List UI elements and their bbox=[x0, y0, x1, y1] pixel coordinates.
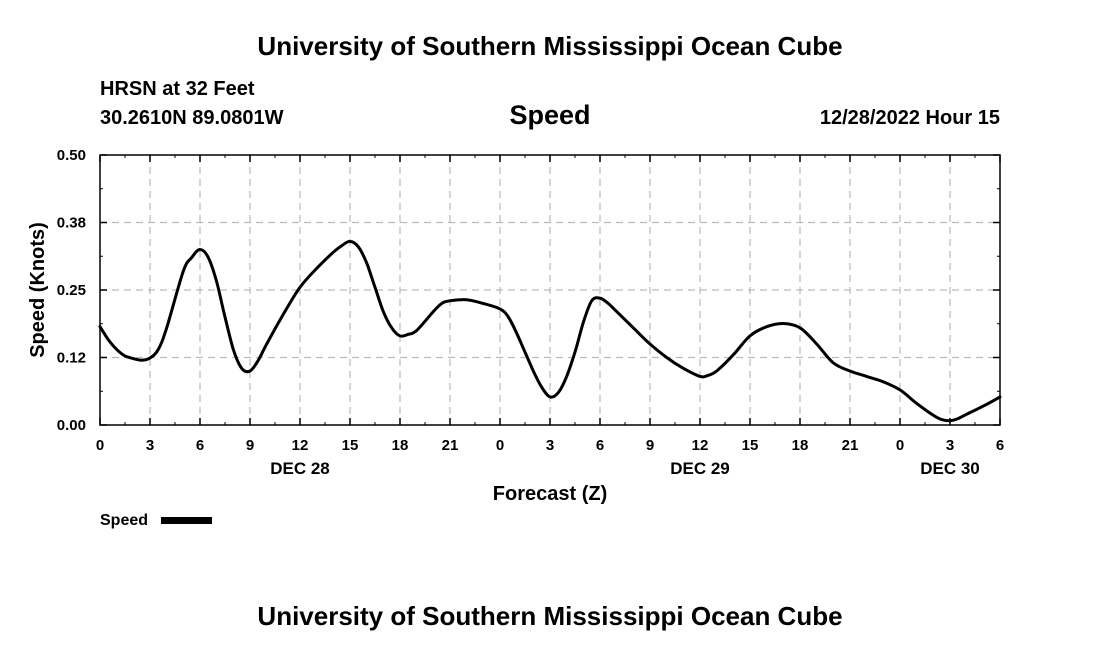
x-tick-label: 9 bbox=[646, 437, 654, 454]
x-tick-label: 18 bbox=[392, 437, 409, 454]
x-tick-label: 3 bbox=[946, 437, 954, 454]
legend-swatch bbox=[161, 517, 212, 524]
y-tick-labels: 0.00 0.12 0.25 0.38 0.50 bbox=[57, 147, 86, 434]
chart-title: Speed bbox=[509, 100, 590, 130]
date-label: DEC 29 bbox=[670, 459, 730, 478]
x-tick-label: 12 bbox=[692, 437, 709, 454]
x-tick-label: 6 bbox=[196, 437, 204, 454]
x-tick-label: 6 bbox=[596, 437, 604, 454]
y-tick-label: 0.38 bbox=[57, 215, 86, 232]
y-axis-title: Speed (Knots) bbox=[27, 222, 49, 358]
tick-marks bbox=[99, 154, 1001, 426]
footer-title: University of Southern Mississippi Ocean… bbox=[257, 601, 842, 631]
x-tick-label: 6 bbox=[996, 437, 1004, 454]
valid-time-label: 12/28/2022 Hour 15 bbox=[820, 107, 1000, 129]
x-tick-label: 0 bbox=[496, 437, 504, 454]
x-tick-label: 0 bbox=[896, 437, 904, 454]
x-tick-label: 21 bbox=[442, 437, 459, 454]
grid bbox=[100, 155, 1000, 425]
y-tick-label: 0.25 bbox=[57, 282, 86, 299]
y-tick-label: 0.00 bbox=[57, 417, 86, 434]
x-tick-label: 15 bbox=[342, 437, 359, 454]
x-tick-label: 3 bbox=[146, 437, 154, 454]
x-tick-labels: 0 3 6 9 12 15 18 21 0 3 6 9 12 15 18 21 0 3 6 bbox=[96, 437, 1004, 454]
x-tick-label: 3 bbox=[546, 437, 554, 454]
y-tick-label: 0.50 bbox=[57, 147, 86, 164]
station-label: HRSN at 32 Feet bbox=[100, 78, 255, 100]
x-tick-label: 21 bbox=[842, 437, 859, 454]
x-tick-label: 18 bbox=[792, 437, 809, 454]
x-tick-label: 9 bbox=[246, 437, 254, 454]
x-tick-label: 12 bbox=[292, 437, 309, 454]
date-label: DEC 28 bbox=[270, 459, 330, 478]
page-title: University of Southern Mississippi Ocean… bbox=[257, 31, 842, 61]
x-tick-label: 15 bbox=[742, 437, 759, 454]
x-tick-label: 0 bbox=[96, 437, 104, 454]
date-label: DEC 30 bbox=[920, 459, 980, 478]
x-axis-title: Forecast (Z) bbox=[493, 483, 607, 505]
y-tick-label: 0.12 bbox=[57, 350, 86, 367]
speed-series-line bbox=[98, 239, 1002, 423]
legend-label: Speed bbox=[100, 512, 148, 529]
location-label: 30.2610N 89.0801W bbox=[100, 107, 284, 129]
date-labels: DEC 28 DEC 29 DEC 30 bbox=[270, 459, 980, 478]
